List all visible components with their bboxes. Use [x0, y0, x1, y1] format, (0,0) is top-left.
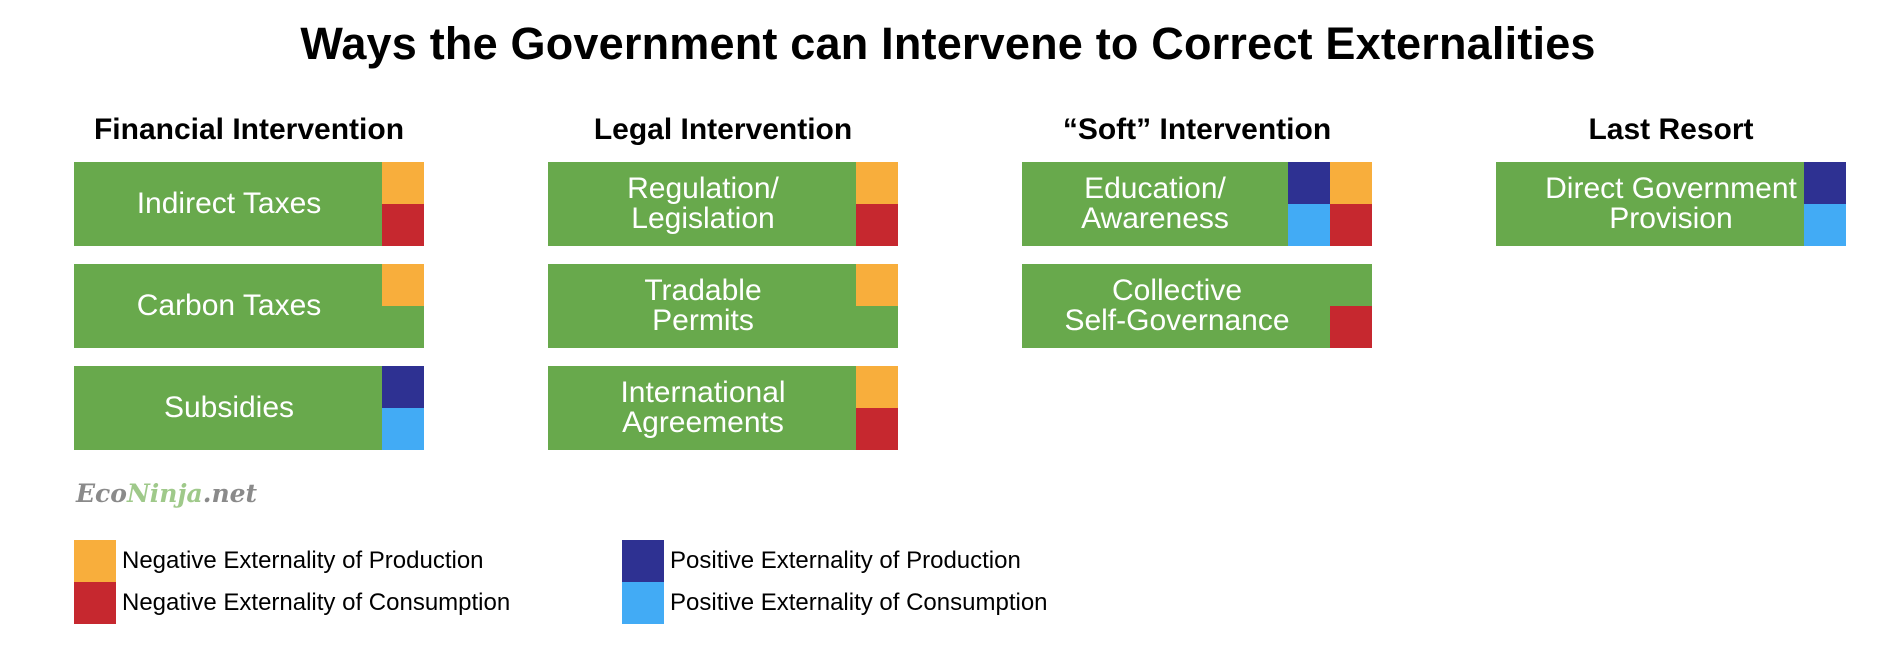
intervention-label: Education/ Awareness: [1081, 172, 1229, 235]
intervention-label: Carbon Taxes: [136, 289, 322, 322]
negative-production-marker: [382, 162, 424, 204]
intervention-box: Tradable Permits: [548, 264, 898, 348]
negative-production-marker: [856, 162, 898, 204]
column-heading: Last Resort: [1588, 113, 1754, 146]
negative-consumption-marker: [1330, 306, 1372, 348]
intervention-label: Indirect Taxes: [136, 187, 322, 220]
column-1: Legal Intervention Regulation/ Legislatio…: [548, 110, 898, 468]
intervention-label: Collective Self-Governance: [1064, 274, 1290, 337]
page-title: Ways the Government can Intervene to Cor…: [300, 18, 1596, 69]
intervention-label: Direct Government Provision: [1545, 172, 1797, 235]
econinja-watermark: EcoNinja.net: [76, 479, 257, 508]
negative-production-marker: [856, 264, 898, 306]
positive-production-marker: [1804, 162, 1846, 204]
watermark-part-ninja: Ninja: [126, 479, 203, 508]
negative-consumption-marker: [856, 408, 898, 450]
column-heading: “Soft” Intervention: [1062, 113, 1332, 146]
intervention-box: Subsidies: [74, 366, 424, 450]
column-3: Last Resort Direct Government Provision: [1496, 110, 1846, 264]
intervention-label: International Agreements: [620, 376, 786, 439]
legend-label: Positive Externality of Consumption: [670, 589, 1048, 616]
positive-production-marker: [382, 366, 424, 408]
intervention-box: Regulation/ Legislation: [548, 162, 898, 246]
positive-consumption-marker: [1288, 204, 1330, 246]
legend-label: Negative Externality of Production: [122, 547, 484, 574]
legend-swatch: [622, 582, 664, 624]
intervention-box: Education/ Awareness: [1022, 162, 1372, 246]
legend-swatch: [74, 582, 116, 624]
negative-consumption-marker: [856, 204, 898, 246]
watermark-part-eco: Eco: [76, 479, 127, 508]
intervention-label: Regulation/ Legislation: [627, 172, 779, 235]
intervention-box: Direct Government Provision: [1496, 162, 1846, 246]
legend-label: Positive Externality of Production: [670, 547, 1021, 574]
intervention-box: Collective Self-Governance: [1022, 264, 1372, 348]
positive-consumption-marker: [382, 408, 424, 450]
negative-production-marker: [1330, 162, 1372, 204]
column-heading: Legal Intervention: [593, 113, 853, 146]
negative-consumption-marker: [1330, 204, 1372, 246]
column-0: Financial Intervention Indirect Taxes Carb…: [74, 110, 424, 468]
column-heading: Financial Intervention: [93, 113, 405, 146]
intervention-label: Tradable Permits: [644, 274, 762, 337]
intervention-box: Indirect Taxes: [74, 162, 424, 246]
positive-consumption-marker: [1804, 204, 1846, 246]
intervention-box: Carbon Taxes: [74, 264, 424, 348]
negative-production-marker: [382, 264, 424, 306]
watermark-part-net: .net: [202, 479, 258, 508]
negative-consumption-marker: [382, 204, 424, 246]
negative-production-marker: [856, 366, 898, 408]
positive-production-marker: [1288, 162, 1330, 204]
intervention-box: International Agreements: [548, 366, 898, 450]
legend-label: Negative Externality of Consumption: [122, 589, 511, 616]
legend-swatch: [622, 540, 664, 582]
legend-swatch: [74, 540, 116, 582]
column-2: “Soft” Intervention Education/ Awareness C…: [1022, 110, 1372, 366]
intervention-label: Subsidies: [163, 391, 295, 424]
